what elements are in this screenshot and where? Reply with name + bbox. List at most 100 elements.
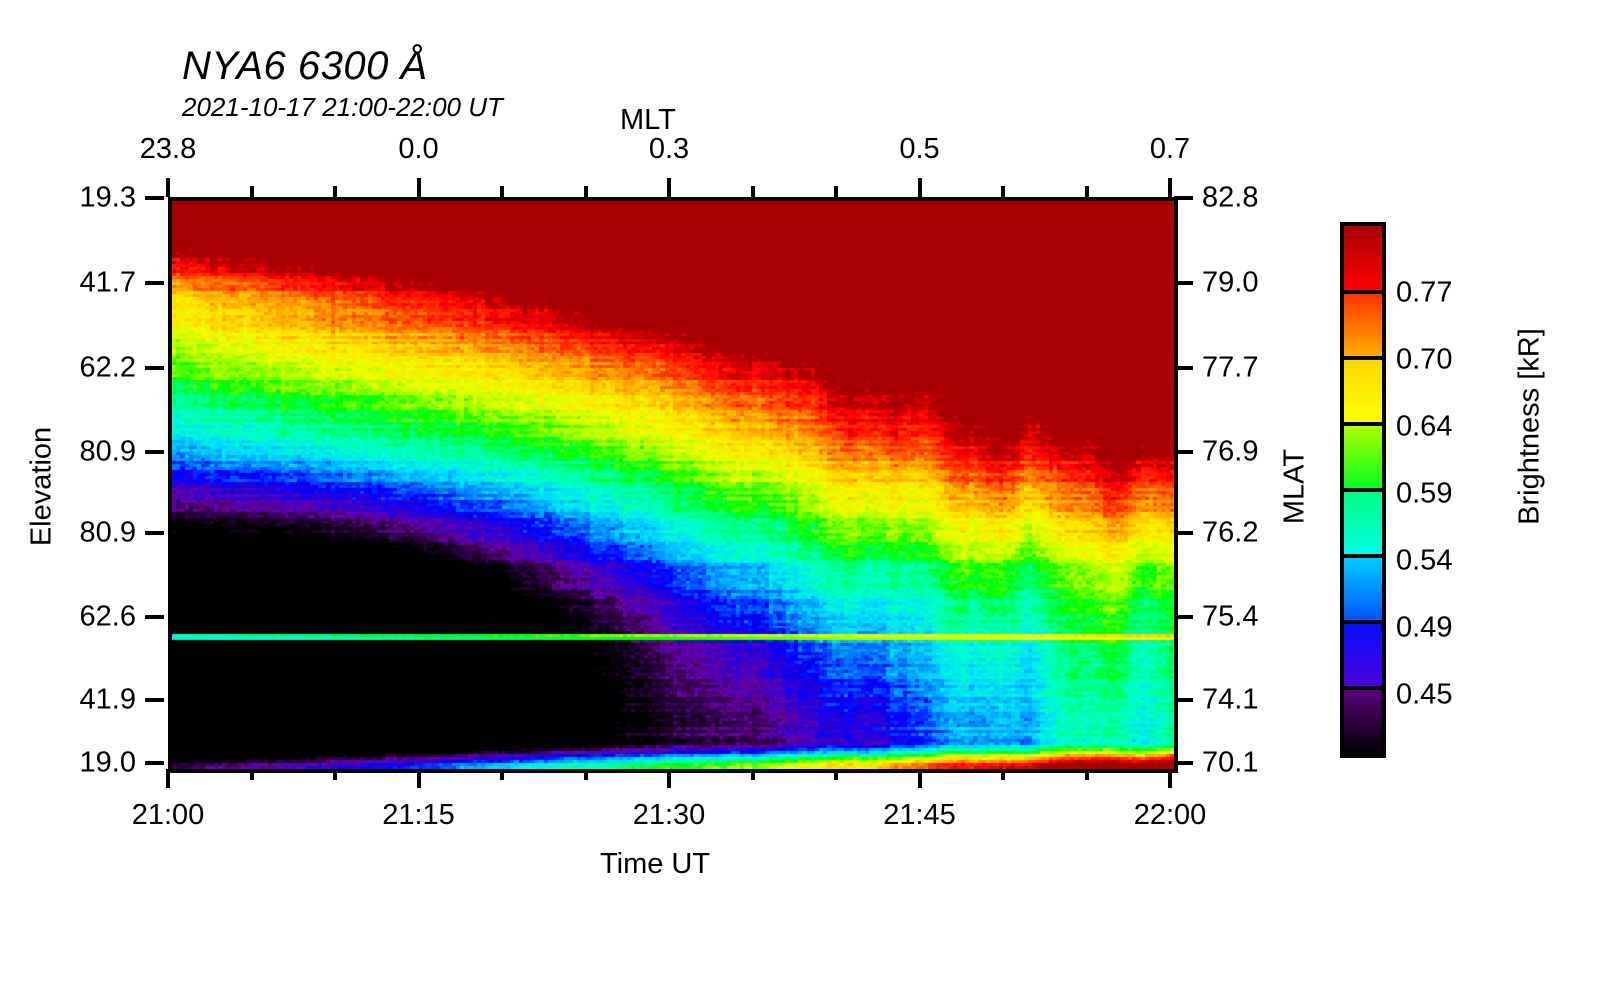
tick-left-major [145, 697, 164, 702]
top-tick-label: 0.7 [1149, 133, 1191, 165]
colorbar-tick-label: 0.54 [1396, 544, 1453, 577]
tick-left-major [145, 281, 164, 286]
tick-left-major [145, 530, 164, 535]
left-axis-title: Elevation [25, 426, 58, 547]
colorbar-segment [1344, 358, 1382, 424]
bottom-tick-label: 22:00 [1133, 799, 1207, 831]
colorbar-segment [1344, 424, 1382, 490]
top-tick-label: 0.5 [899, 133, 940, 165]
tick-top-minor [583, 186, 588, 197]
colorbar-tick-label: 0.77 [1396, 276, 1453, 309]
tick-left-major [145, 760, 164, 765]
colorbar-segment [1344, 622, 1382, 688]
colorbar-divider [1344, 554, 1382, 558]
tick-right-major [1174, 530, 1193, 535]
tick-bottom-minor [583, 769, 588, 780]
top-axis-title: MLT [620, 104, 676, 136]
tick-left-major [145, 450, 164, 455]
colorbar-divider [1344, 686, 1382, 690]
tick-left-major [145, 614, 164, 619]
tick-top-major [667, 178, 671, 197]
top-tick-label: 23.8 [139, 133, 197, 165]
tick-top-minor [500, 186, 504, 197]
bottom-tick-label: 21:30 [632, 799, 706, 831]
colorbar-divider [1344, 290, 1382, 294]
right-tick-label: 75.4 [1202, 600, 1259, 633]
tick-bottom-major [917, 769, 922, 788]
tick-top-minor [249, 186, 254, 197]
bottom-tick-label: 21:00 [131, 799, 205, 831]
colorbar-divider [1344, 620, 1382, 624]
tick-bottom-minor [750, 769, 755, 780]
colorbar-segment [1344, 292, 1382, 358]
figure-subtitle: 2021-10-17 21:00-22:00 UT [182, 92, 503, 122]
tick-right-major [1174, 365, 1193, 370]
left-tick-label: 41.7 [79, 266, 136, 299]
tick-top-major [917, 178, 922, 197]
tick-left-major [145, 196, 164, 201]
colorbar-tick-label: 0.59 [1396, 477, 1453, 510]
tick-left-major [145, 365, 164, 370]
colorbar-divider [1344, 422, 1382, 426]
tick-right-major [1174, 450, 1193, 455]
tick-top-major [416, 178, 421, 197]
colorbar-tick-label: 0.45 [1396, 678, 1453, 711]
tick-top-minor [1001, 186, 1005, 197]
tick-right-major [1174, 760, 1193, 765]
bottom-tick-label: 21:45 [883, 799, 956, 831]
top-tick-label: 0.0 [398, 133, 439, 165]
left-tick-label: 19.3 [79, 181, 136, 214]
bottom-axis-title: Time UT [600, 848, 711, 880]
tick-top-minor [1084, 186, 1089, 197]
colorbar-tick-label: 0.70 [1396, 343, 1453, 376]
colorbar-divider [1344, 356, 1382, 360]
right-tick-label: 79.0 [1202, 266, 1259, 299]
right-tick-label: 76.9 [1202, 435, 1259, 468]
tick-bottom-minor [333, 769, 337, 780]
right-tick-label: 70.1 [1202, 746, 1259, 779]
tick-bottom-minor [1001, 769, 1005, 780]
tick-right-major [1174, 281, 1193, 286]
bottom-tick-label: 21:15 [382, 799, 455, 831]
left-tick-label: 62.2 [79, 351, 136, 384]
tick-right-major [1174, 614, 1193, 619]
figure-title: NYA6 6300 Å [182, 44, 428, 88]
tick-bottom-minor [1084, 769, 1089, 780]
colorbar-tick-label: 0.64 [1396, 410, 1453, 443]
keogram-heatmap [172, 201, 1174, 769]
tick-right-major [1174, 196, 1193, 201]
left-tick-label: 41.9 [79, 683, 136, 716]
tick-bottom-major [1168, 769, 1172, 788]
tick-bottom-major [667, 769, 671, 788]
left-tick-label: 80.9 [79, 435, 136, 468]
tick-bottom-minor [500, 769, 504, 780]
keogram-plot-area [168, 197, 1178, 773]
left-tick-label: 19.0 [79, 746, 136, 779]
right-tick-label: 82.8 [1202, 181, 1259, 214]
tick-bottom-minor [834, 769, 838, 780]
right-tick-label: 77.7 [1202, 351, 1259, 384]
left-tick-label: 62.6 [79, 600, 136, 633]
colorbar-segment [1344, 688, 1382, 754]
tick-bottom-major [166, 769, 170, 788]
colorbar-segment [1344, 226, 1382, 292]
top-tick-label: 0.3 [648, 133, 690, 165]
brightness-colorbar [1340, 222, 1386, 758]
right-tick-label: 76.2 [1202, 516, 1259, 549]
tick-top-minor [333, 186, 337, 197]
colorbar-tick-label: 0.49 [1396, 611, 1453, 644]
tick-top-minor [750, 186, 755, 197]
tick-bottom-minor [249, 769, 254, 780]
tick-top-major [1168, 178, 1172, 197]
right-axis-title: MLAT [1278, 448, 1311, 525]
colorbar-divider [1344, 488, 1382, 492]
right-tick-label: 74.1 [1202, 683, 1259, 716]
colorbar-title: Brightness [kR] [1513, 328, 1546, 525]
left-tick-label: 80.9 [79, 516, 136, 549]
tick-bottom-major [416, 769, 421, 788]
colorbar-segment [1344, 490, 1382, 556]
tick-top-minor [834, 186, 838, 197]
colorbar-segment [1344, 556, 1382, 622]
tick-right-major [1174, 697, 1193, 702]
